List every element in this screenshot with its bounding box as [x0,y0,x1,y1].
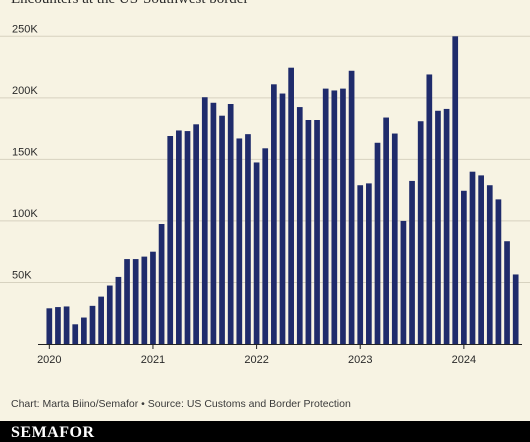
bar [158,224,165,344]
x-axis-ticks: 2020 2021 2022 2023 2024 [37,344,476,366]
bar [72,324,79,344]
bar [366,183,372,344]
bar [417,121,424,344]
bar [504,241,510,344]
bar [98,296,104,344]
footer-bar: SEMAFOR [0,421,530,442]
bar [409,180,415,344]
bar [236,138,243,344]
bar [357,185,364,344]
bar [435,110,441,345]
bar [478,175,484,344]
y-tick-label: 250K [12,23,38,35]
bar [374,142,381,344]
bar [106,285,113,344]
semafor-logo: SEMAFOR [11,424,95,441]
bar [288,67,294,344]
bar [184,131,191,344]
bar [115,276,122,344]
bar [262,148,269,344]
bar [296,107,303,344]
bar [253,162,260,344]
bar [400,220,407,344]
bar [469,171,476,344]
bar [348,70,355,345]
chart-subtitle: Encounters at the US-Southwest border [11,0,248,8]
y-tick-label: 100K [12,208,38,220]
y-tick-label: 50K [12,269,32,281]
bar [176,130,182,344]
bar [201,97,208,344]
bar [245,134,251,344]
bar [495,199,502,344]
bar [426,74,433,344]
bar [132,259,139,344]
bar [331,90,338,344]
bar [227,104,234,344]
bar [63,306,70,344]
bar [314,120,320,344]
bar [124,259,130,344]
bar [210,102,217,345]
bar [89,305,96,344]
bar [452,36,459,345]
bar [193,124,199,344]
bar [322,88,329,344]
y-tick-label: 150K [12,146,38,158]
bar [81,317,87,344]
bar-chart: 50K 100K 150K 200K 250K 2020 2021 2022 2023 2024 [0,23,530,366]
bar [486,185,493,344]
y-tick-label: 200K [12,85,38,97]
bar [383,117,389,345]
bar [305,120,312,344]
bar [443,108,450,344]
bar [512,274,519,344]
bar [46,308,53,344]
bar [461,190,467,344]
bar [141,256,148,344]
y-axis-tick-labels: 50K 100K 150K 200K 250K [12,23,38,281]
bar [167,136,174,344]
bars [46,36,519,345]
bar [340,88,346,344]
chart-credit: Chart: Marta Biino/Semafor • Source: US … [11,398,351,410]
x-tick-label: 2022 [244,354,268,366]
bar [271,84,277,345]
bar [279,93,286,345]
bar [219,115,225,344]
bar [55,307,61,344]
bar [150,251,156,344]
x-tick-label: 2023 [348,354,372,366]
bar [391,133,398,344]
x-tick-label: 2020 [37,354,61,366]
x-tick-label: 2024 [452,354,476,366]
x-tick-label: 2021 [141,354,165,366]
